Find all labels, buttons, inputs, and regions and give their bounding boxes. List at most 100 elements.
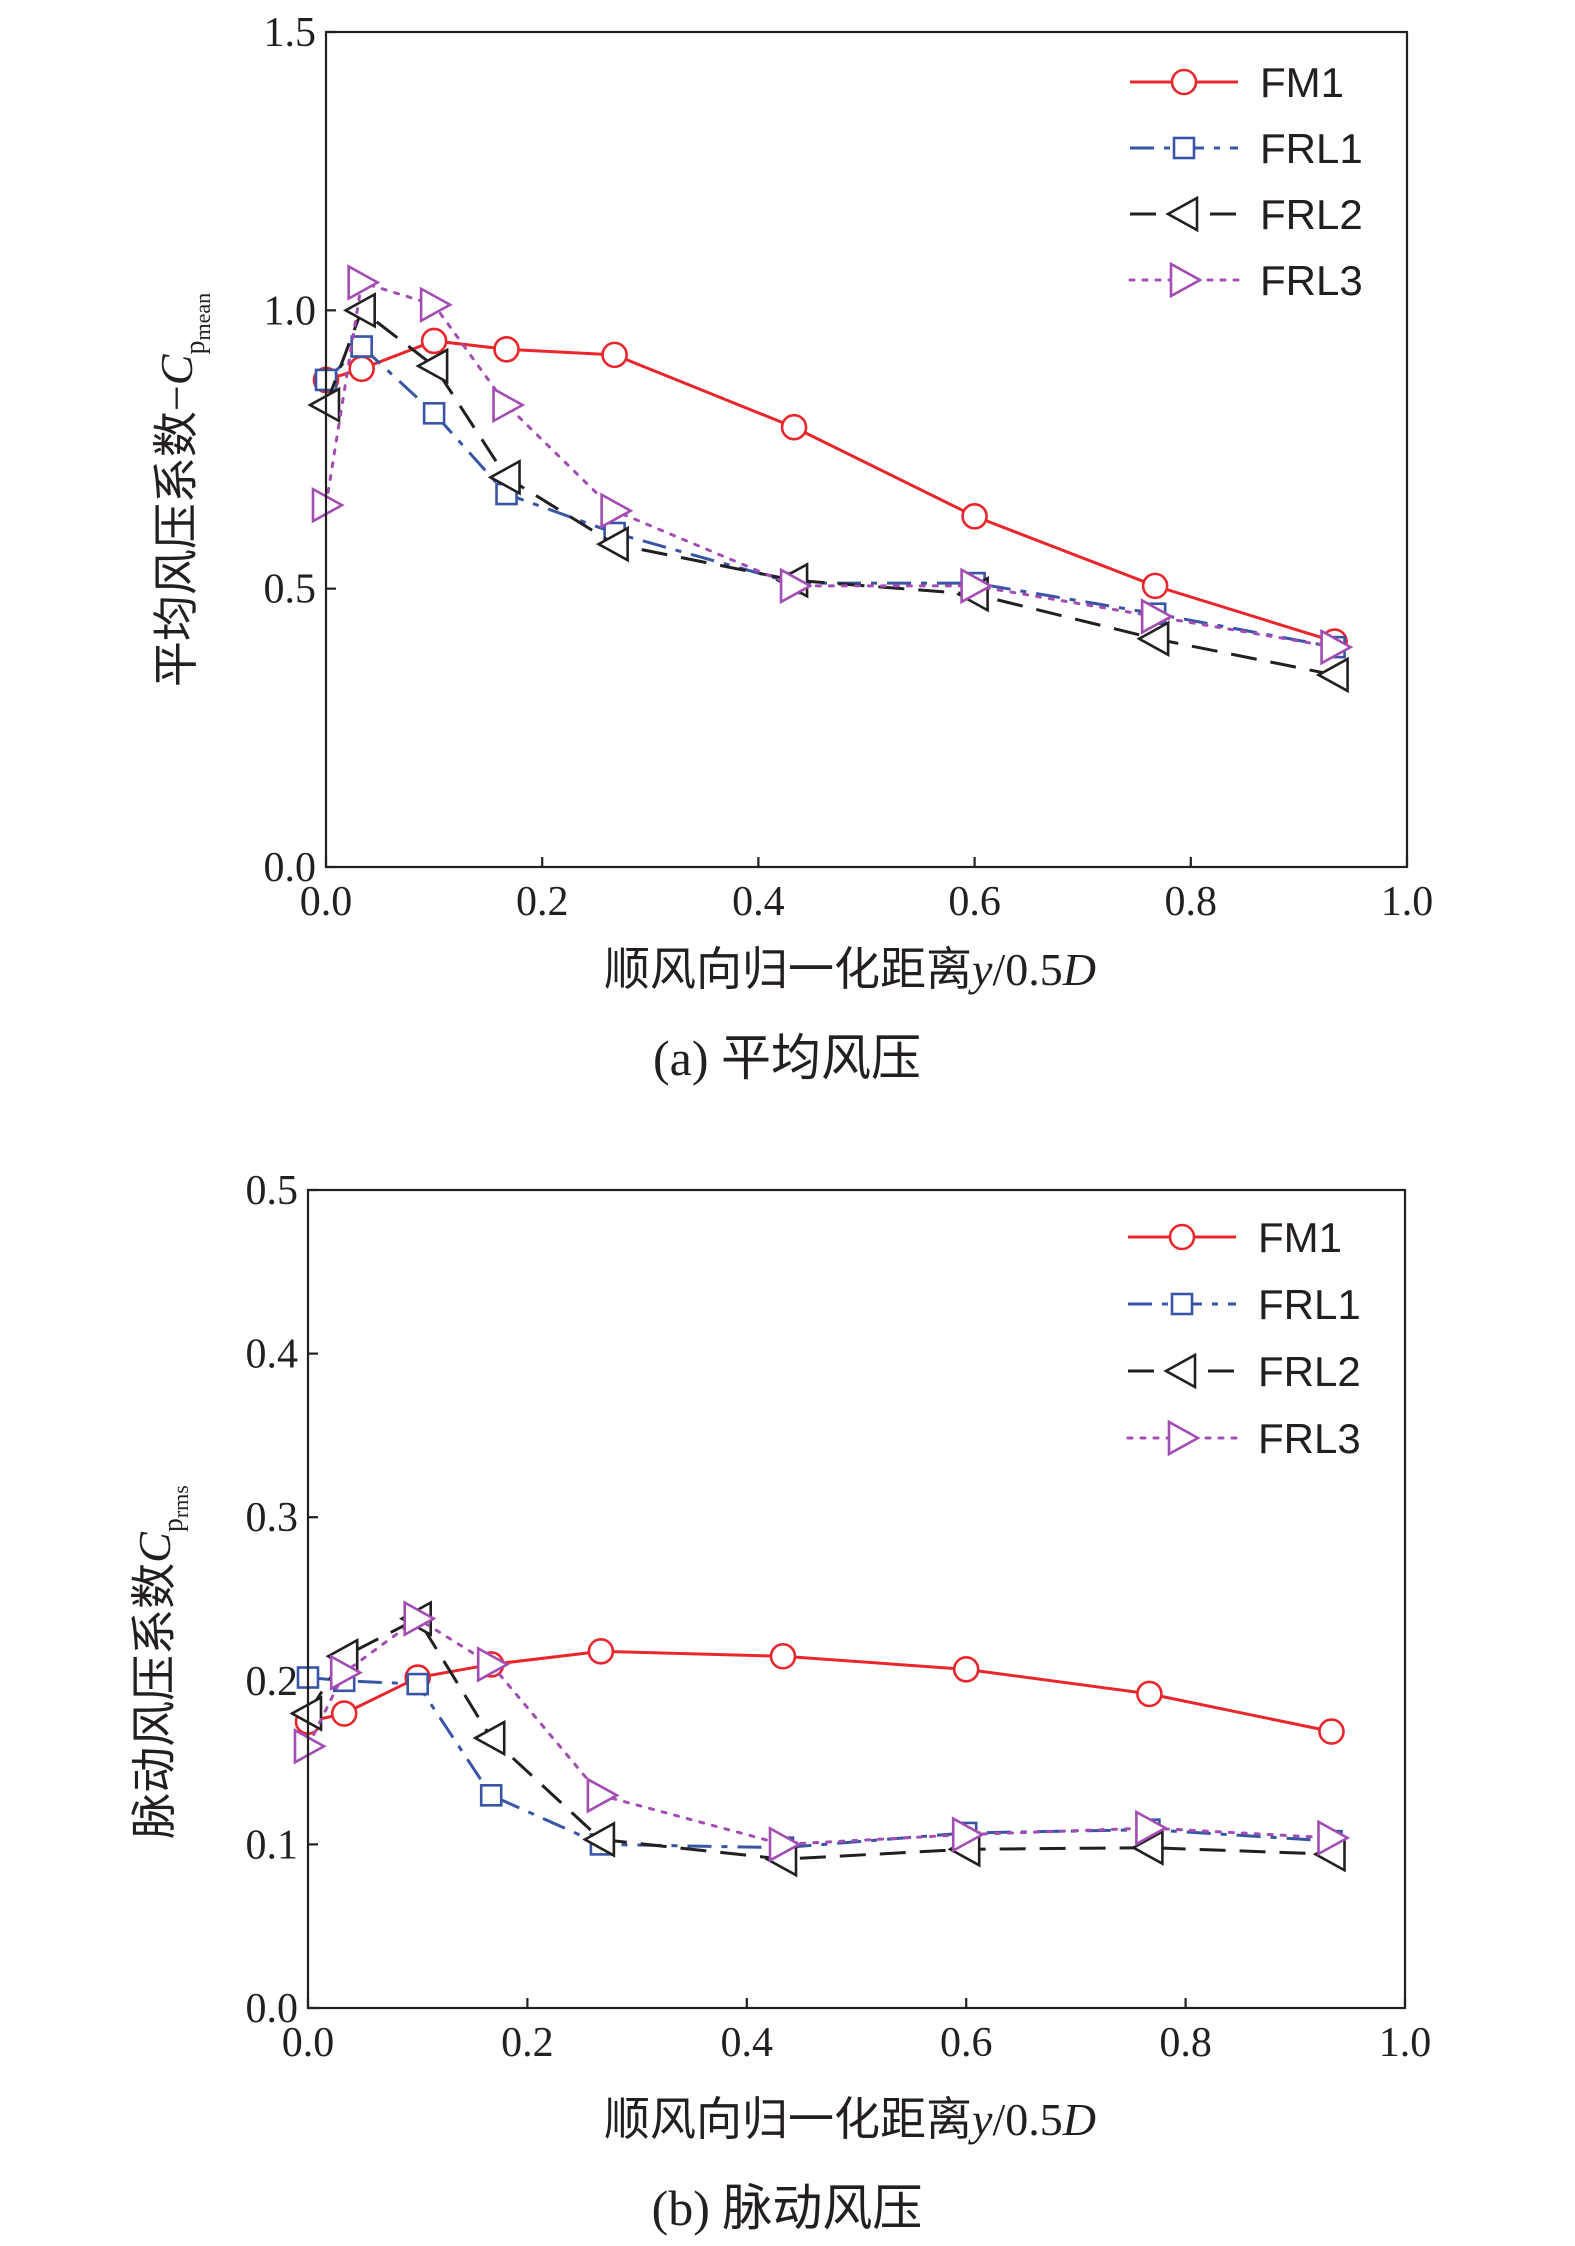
data-point-frl3 — [1140, 598, 1174, 635]
series-fm1 — [312, 327, 1348, 655]
series-frl3 — [311, 264, 1354, 666]
x-tick-label: 1.0 — [1381, 879, 1434, 925]
y-tick-label: 0.0 — [246, 1986, 299, 2032]
series-line-frl2 — [324, 307, 1335, 677]
legend-label: FM1 — [1258, 1214, 1342, 1261]
chart-a-series — [307, 264, 1354, 694]
data-point-frl1 — [350, 335, 373, 358]
x-tick-label: 0.6 — [940, 2020, 993, 2066]
legend-label: FRL2 — [1260, 191, 1363, 238]
chart-a-caption: (a) 平均风压 — [653, 1030, 921, 1086]
x-tick-label: 0.0 — [300, 879, 353, 925]
legend-item-frl3: FRL3 — [1128, 257, 1363, 304]
legend-item-frl1: FRL1 — [1128, 1281, 1361, 1328]
data-point-frl3 — [476, 1646, 510, 1683]
legend-label: FRL3 — [1260, 257, 1363, 304]
legend-marker — [1169, 261, 1203, 299]
series-frl3 — [293, 1600, 1351, 1863]
data-point-frl3 — [779, 567, 813, 605]
x-tick-label: 0.0 — [282, 2020, 335, 2066]
series-frl2 — [289, 1600, 1346, 1878]
chart-panel-b: 0.0 0.2 0.4 0.6 0.8 1.0 0.0 0.1 0.2 0.3 0.4 0.5 FM1… — [129, 1168, 1431, 2236]
series-line-frl2 — [306, 1616, 1332, 1861]
data-point-fm1 — [420, 327, 448, 355]
chart-a-legend: FM1 FRL1 FRL2 FRL3 — [1128, 59, 1363, 304]
legend-marker — [1163, 1352, 1197, 1390]
chart-a-y-axis-label: 平均风压系数−Cpmean — [151, 293, 215, 687]
data-point-frl2 — [1136, 620, 1170, 657]
data-point-frl3 — [1320, 628, 1354, 666]
data-point-fm1 — [587, 1638, 615, 1665]
data-point-fm1 — [961, 502, 988, 530]
data-point-frl1 — [422, 402, 446, 425]
x-tick-label: 0.4 — [721, 2020, 774, 2066]
data-point-frl3 — [311, 486, 345, 524]
y-tick-label: 0.5 — [264, 567, 317, 613]
legend-marker — [1168, 1223, 1196, 1251]
legend-label: FRL1 — [1258, 1281, 1361, 1328]
chart-b-x-axis-label: 顺风向归一化距离y/0.5D — [604, 2094, 1096, 2145]
legend-marker — [1172, 136, 1196, 160]
x-tick-label: 0.8 — [1165, 879, 1218, 925]
legend-item-frl3: FRL3 — [1126, 1415, 1361, 1462]
data-point-frl2 — [582, 1821, 616, 1858]
x-tick-label: 0.6 — [948, 879, 1001, 925]
legend-item-frl2: FRL2 — [1130, 191, 1363, 238]
data-point-frl3 — [951, 1816, 985, 1853]
data-point-frl3 — [600, 492, 634, 529]
series-fm1 — [294, 1638, 1345, 1745]
chart-b-frame — [306, 1188, 1407, 2010]
data-point-frl2 — [342, 292, 376, 329]
y-tick-label: 0.5 — [246, 1168, 299, 1214]
data-point-fm1 — [1318, 1718, 1345, 1745]
legend-label: FM1 — [1260, 59, 1344, 106]
series-line-frl3 — [306, 1616, 1334, 1846]
chart-b-axes: 0.0 0.2 0.4 0.6 0.8 1.0 0.0 0.1 0.2 0.3 0.4 0.5 — [246, 1168, 1432, 2066]
y-tick-label: 0.4 — [246, 1332, 299, 1378]
data-point-frl1 — [479, 1784, 503, 1807]
data-point-frl2 — [487, 459, 521, 496]
y-tick-label: 0.1 — [246, 1822, 299, 1868]
data-point-frl2 — [1130, 1829, 1164, 1866]
x-tick-label: 0.2 — [516, 879, 569, 925]
chart-b-series — [289, 1600, 1351, 1878]
x-tick-label: 0.8 — [1159, 2020, 1212, 2066]
series-line-fm1 — [307, 1649, 1332, 1733]
legend-label: FRL1 — [1260, 125, 1363, 172]
series-line-frl3 — [324, 280, 1337, 649]
data-point-frl3 — [1317, 1819, 1351, 1857]
chart-b-y-axis-label: 脉动风压系数Cprms — [129, 1485, 193, 1839]
legend-item-frl1: FRL1 — [1130, 125, 1363, 172]
data-point-fm1 — [952, 1656, 980, 1683]
y-tick-label: 1.0 — [264, 288, 317, 334]
chart-panel-a: 0.0 0.2 0.4 0.6 0.8 1.0 0.0 0.5 1.0 1.5 FM1 FRL1 FR… — [151, 10, 1433, 1086]
y-tick-label: 0.0 — [264, 845, 317, 891]
series-frl2 — [307, 292, 1349, 694]
chart-a-x-axis-label: 顺风向归一化距离y/0.5D — [604, 944, 1096, 995]
series-line-frl1 — [307, 1676, 1332, 1850]
data-point-frl3 — [293, 1728, 327, 1765]
legend-label: FRL2 — [1258, 1348, 1361, 1395]
x-tick-label: 0.2 — [501, 2020, 554, 2066]
legend-item-frl2: FRL2 — [1128, 1348, 1361, 1395]
x-tick-label: 1.0 — [1379, 2020, 1432, 2066]
legend-item-fm1: FM1 — [1130, 59, 1344, 106]
data-point-frl3 — [329, 1654, 363, 1691]
data-point-fm1 — [348, 355, 375, 383]
data-point-frl3 — [419, 286, 453, 323]
legend-marker — [1165, 195, 1199, 233]
series-frl1 — [296, 1666, 1343, 1859]
y-tick-label: 0.3 — [246, 1495, 299, 1541]
data-point-frl2 — [307, 386, 341, 424]
data-point-frl3 — [403, 1600, 437, 1637]
data-point-frl3 — [1135, 1809, 1169, 1847]
chart-b-legend: FM1 FRL1 FRL2 FRL3 — [1126, 1214, 1361, 1462]
data-point-frl3 — [586, 1777, 620, 1814]
data-point-fm1 — [1136, 1680, 1163, 1708]
legend-marker — [1167, 1419, 1201, 1457]
x-tick-label: 0.4 — [732, 879, 785, 925]
series-line-frl1 — [324, 344, 1335, 649]
data-point-frl2 — [415, 347, 449, 385]
chart-b-caption: (b) 脉动风压 — [652, 2180, 923, 2236]
